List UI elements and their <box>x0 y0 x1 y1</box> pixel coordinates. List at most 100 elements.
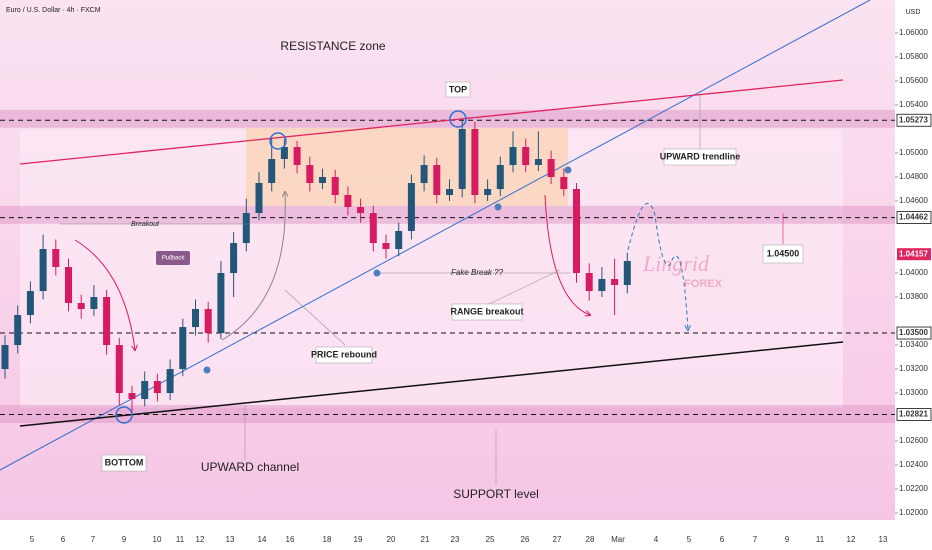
watermark: FOREX <box>684 278 723 290</box>
x-tick-label: 16 <box>286 535 295 544</box>
annotation: Breakout <box>131 221 160 228</box>
annotation: UPWARD trendline <box>660 151 741 161</box>
label-box <box>451 303 523 321</box>
pointer <box>486 269 561 306</box>
candle-body <box>433 165 441 196</box>
candle-body <box>141 381 149 400</box>
y-tick-label: 1.03200 <box>899 364 928 373</box>
candle-body <box>280 147 288 160</box>
annotation: PRICE rebound <box>311 349 377 359</box>
zone <box>0 109 895 128</box>
candle-body <box>128 393 136 400</box>
x-tick-label: 27 <box>553 535 562 544</box>
pointer <box>284 289 346 346</box>
x-axis-panel <box>0 520 895 550</box>
candle-body <box>52 249 60 268</box>
x-tick-label: 13 <box>879 535 888 544</box>
x-tick-label: 25 <box>486 535 495 544</box>
candle-body <box>26 291 34 316</box>
candle-body <box>306 165 314 184</box>
rebound-arrow <box>221 192 285 341</box>
annotation: Fake Break ?? <box>451 268 504 277</box>
annotation: TOP <box>449 84 467 94</box>
candle-body <box>39 249 47 292</box>
x-tick-label: 28 <box>586 535 595 544</box>
resistance-line <box>19 79 844 165</box>
y-tick-label: 1.03400 <box>899 340 928 349</box>
range-box <box>246 127 568 206</box>
candle-body <box>293 147 301 166</box>
support-line <box>19 341 844 427</box>
candle-body <box>573 189 580 274</box>
x-tick-label: 9 <box>122 535 127 544</box>
last-price-label: 1.04157 <box>899 249 928 258</box>
y-tick-label: 1.03800 <box>899 292 928 301</box>
candle-body <box>103 297 111 346</box>
x-tick-label: 20 <box>387 535 396 544</box>
candle-body <box>268 159 276 184</box>
candle-body <box>90 297 98 310</box>
y-tick-label: 1.02200 <box>899 484 928 493</box>
candle-body <box>192 309 199 328</box>
price-label: 1.02821 <box>899 410 928 419</box>
label-box <box>762 244 804 264</box>
y-tick-label: 1.05800 <box>899 52 928 61</box>
watermark: Lingrid <box>642 251 710 276</box>
annotation: RESISTANCE zone <box>280 39 385 53</box>
x-tick-label: 7 <box>753 535 758 544</box>
x-tick-label: 13 <box>226 535 235 544</box>
y-tick-label: 1.03000 <box>899 388 928 397</box>
x-tick-label: 4 <box>654 535 659 544</box>
candle-body <box>1 345 9 370</box>
label-box <box>445 81 471 98</box>
last-price-bg <box>897 248 931 261</box>
y-tick-label: 1.05400 <box>899 100 928 109</box>
candle-body <box>534 159 542 166</box>
marker-circle <box>115 406 133 424</box>
marker-circle <box>269 132 287 150</box>
candle-body <box>14 315 22 346</box>
x-tick-label: 7 <box>91 535 96 544</box>
x-tick-label: 12 <box>196 535 205 544</box>
annotation: RANGE breakout <box>450 306 523 316</box>
y-tick-label: 1.04600 <box>899 196 928 205</box>
x-tick-label: 6 <box>720 535 725 544</box>
candle-body <box>331 177 339 196</box>
annotation: SUPPORT level <box>453 487 539 501</box>
x-tick-label: 9 <box>785 535 790 544</box>
price-label: 1.04462 <box>899 213 928 222</box>
candle-body <box>357 207 365 214</box>
label-box <box>663 148 737 166</box>
projection-path <box>627 202 688 330</box>
y-tick-label: 1.04000 <box>899 268 928 277</box>
y-tick-label: 1.05600 <box>899 76 928 85</box>
candle-body <box>446 189 453 196</box>
label-box <box>101 454 147 472</box>
candle-body <box>179 327 187 370</box>
zone <box>0 205 895 224</box>
x-tick-label: 23 <box>451 535 460 544</box>
breakdown-arrow <box>544 194 590 315</box>
zone <box>0 405 895 424</box>
candle-body <box>255 183 263 214</box>
candle-body <box>230 243 238 274</box>
candle-body <box>522 147 530 166</box>
candle-body <box>458 129 466 190</box>
price-label: 1.05273 <box>899 115 928 124</box>
candle-body <box>484 189 492 196</box>
candle-body <box>382 243 390 250</box>
candle-body <box>65 267 72 304</box>
candle-body <box>344 195 352 208</box>
label-box <box>156 251 190 265</box>
x-tick-label: 19 <box>354 535 363 544</box>
price-label-bg <box>896 211 932 224</box>
y-tick-label: 1.04800 <box>899 172 928 181</box>
candle-body <box>623 261 631 286</box>
candle-body <box>585 273 593 292</box>
candle-body <box>115 345 123 394</box>
candle-body <box>153 381 161 394</box>
x-tick-label: 21 <box>421 535 430 544</box>
annotation: UPWARD channel <box>201 460 299 474</box>
symbol-header: Euro / U.S. Dollar · 4h · FXCM <box>6 7 101 14</box>
annotation: 1.04500 <box>767 248 800 258</box>
